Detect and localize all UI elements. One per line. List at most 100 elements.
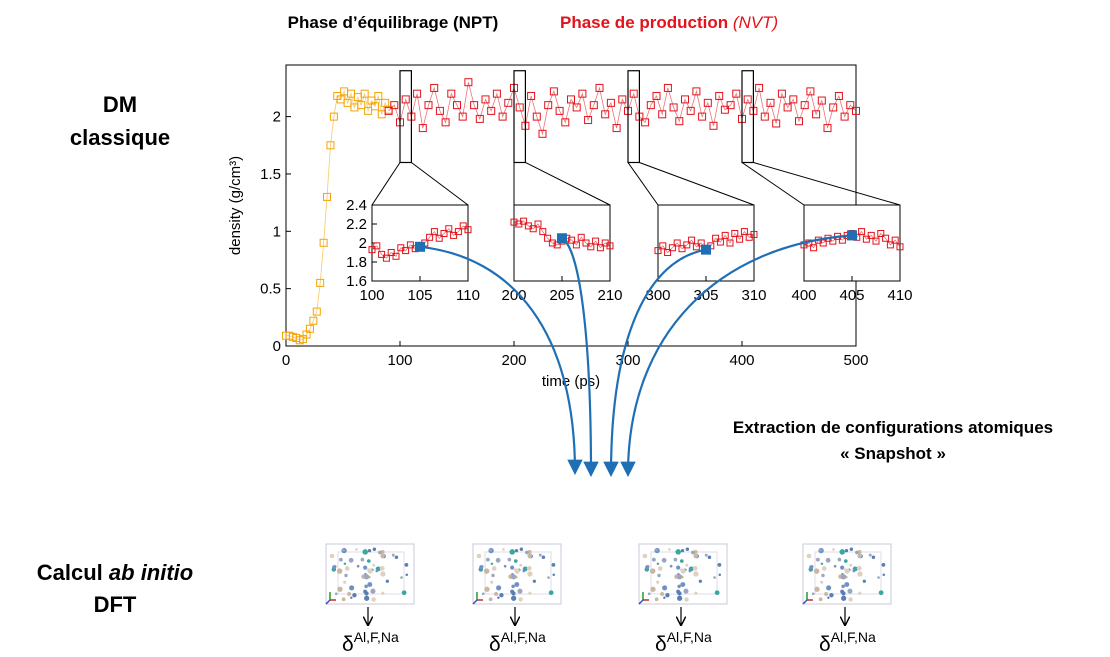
data-point [658,110,667,119]
data-point [846,101,855,110]
data-point [544,101,553,110]
data-point [686,106,695,115]
data-point [360,89,369,98]
atom [844,549,849,553]
data-point [783,103,792,112]
data-point [882,234,890,242]
data-point [527,91,536,100]
data-point [323,192,332,201]
data-point [596,244,604,252]
data-point [663,83,672,92]
data-point [877,230,885,237]
data-point [357,101,366,110]
atom [680,582,686,588]
atom [372,563,376,567]
data-point [435,106,444,115]
data-point [858,228,866,236]
atom [821,566,827,571]
atom [847,588,853,594]
atom [669,564,673,568]
data-point [578,89,587,98]
data-point [867,231,875,239]
x-tick-label: 100 [359,287,384,304]
cell-frame [472,543,562,605]
data-point [721,231,729,239]
data-point [487,106,496,115]
data-point [450,231,458,239]
atom [391,553,395,557]
md-label: classique [70,125,170,150]
atom [332,565,337,570]
data-point [612,124,621,133]
snapshot-arrow [419,245,583,476]
data-point [510,218,518,226]
atom [857,571,863,577]
snapshot-arrow [620,234,853,478]
atom [367,582,373,588]
atom [526,565,532,571]
atom [806,553,812,559]
atom [502,548,505,551]
data-point [595,83,604,92]
data-point [812,110,821,119]
atom [856,565,862,571]
x-tick-label: 0 [282,352,290,369]
x-tick-label: 200 [501,352,526,369]
cell-frame [802,543,892,605]
y-tick-label: 1 [273,223,281,240]
data-point [364,106,373,115]
atom [707,555,712,560]
data-point [538,129,547,138]
data-point [760,112,769,121]
molecule-snapshot [325,543,415,605]
atom [367,568,373,574]
series-line [388,82,857,136]
x-tick-label: 300 [615,352,640,369]
data-point [872,237,880,245]
data-point [326,141,335,150]
atom [871,555,876,560]
md-label: DM [103,92,137,117]
atom [338,557,343,562]
extraction-label: Extraction de configurations atomiques [733,418,1053,437]
data-point [726,239,734,247]
atom [852,569,856,573]
data-point [810,244,818,252]
atom [371,597,376,602]
atom [683,588,689,594]
atom [651,557,656,562]
data-point [555,106,564,115]
atom [662,585,668,591]
atom [698,579,702,583]
axis-glyph [325,599,331,605]
data-point [678,245,686,253]
data-point [382,254,390,262]
atom [343,580,347,584]
data-point [743,95,752,104]
data-point [329,112,338,121]
atom [362,549,368,555]
data-point [424,101,433,110]
atom [878,590,884,596]
data-point [641,118,650,127]
data-point [343,98,352,107]
atom [839,549,845,555]
atom [857,553,862,559]
extraction-label: « Snapshot » [840,444,946,463]
cell-frame [638,543,728,605]
atom [827,596,830,599]
atom [881,562,886,567]
data-point [392,252,400,260]
atom [840,565,845,570]
data-point [646,101,655,110]
data-point [606,242,614,250]
atom [661,557,667,563]
zoom-box [399,70,412,164]
atom [491,566,497,571]
data-point [572,103,581,112]
atom [507,557,512,562]
atom [818,597,823,602]
phase-nvt-ensemble: (NVT) [733,13,778,32]
data-point [567,95,575,104]
atom [404,562,409,567]
